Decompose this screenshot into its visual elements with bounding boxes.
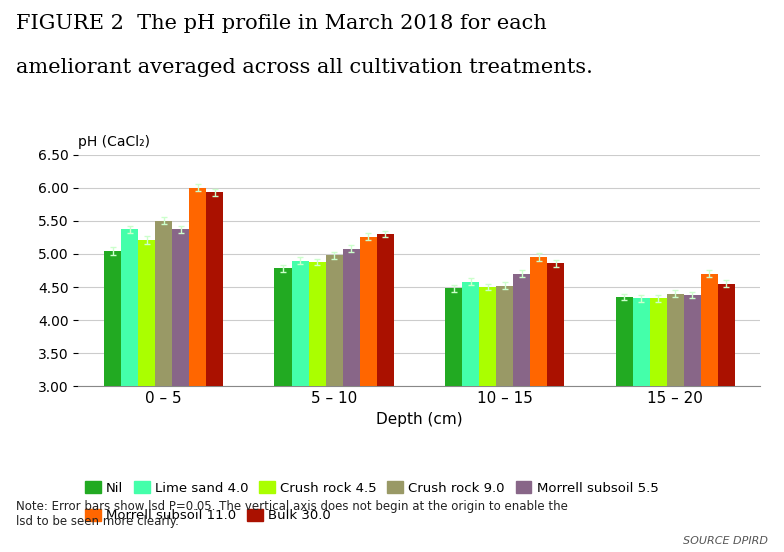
Bar (462, 282, 479, 552)
Bar (718, 284, 735, 552)
Bar (292, 261, 309, 552)
Bar (615, 297, 633, 552)
Bar (514, 274, 530, 552)
Bar (633, 298, 650, 552)
Bar (684, 295, 701, 552)
X-axis label: Depth (cm): Depth (cm) (376, 412, 463, 427)
Bar (445, 288, 462, 552)
Bar (138, 240, 155, 552)
Bar (172, 230, 189, 552)
Bar (360, 237, 377, 552)
Bar (530, 257, 547, 552)
Legend: Morrell subsoil 11.0, Bulk 30.0: Morrell subsoil 11.0, Bulk 30.0 (85, 509, 331, 522)
Bar (325, 255, 343, 552)
Bar (206, 192, 223, 552)
Bar (309, 262, 325, 552)
Text: Note: Error bars show lsd P=0.05. The vertical axis does not begin at the origin: Note: Error bars show lsd P=0.05. The ve… (16, 500, 568, 528)
Bar (547, 263, 564, 552)
Bar (189, 188, 206, 552)
Text: ameliorant averaged across all cultivation treatments.: ameliorant averaged across all cultivati… (16, 58, 593, 77)
Bar (650, 298, 666, 552)
Bar (479, 287, 496, 552)
Bar (701, 274, 718, 552)
Bar (377, 234, 394, 552)
Bar (104, 251, 121, 552)
Text: pH (CaCl₂): pH (CaCl₂) (78, 135, 151, 149)
Bar (274, 268, 292, 552)
Bar (343, 248, 360, 552)
Bar (496, 286, 514, 552)
Text: SOURCE DPIRD: SOURCE DPIRD (684, 537, 768, 546)
Bar (155, 221, 172, 552)
Bar (121, 230, 138, 552)
Text: FIGURE 2  The pH profile in March 2018 for each: FIGURE 2 The pH profile in March 2018 fo… (16, 14, 546, 33)
Bar (666, 294, 684, 552)
